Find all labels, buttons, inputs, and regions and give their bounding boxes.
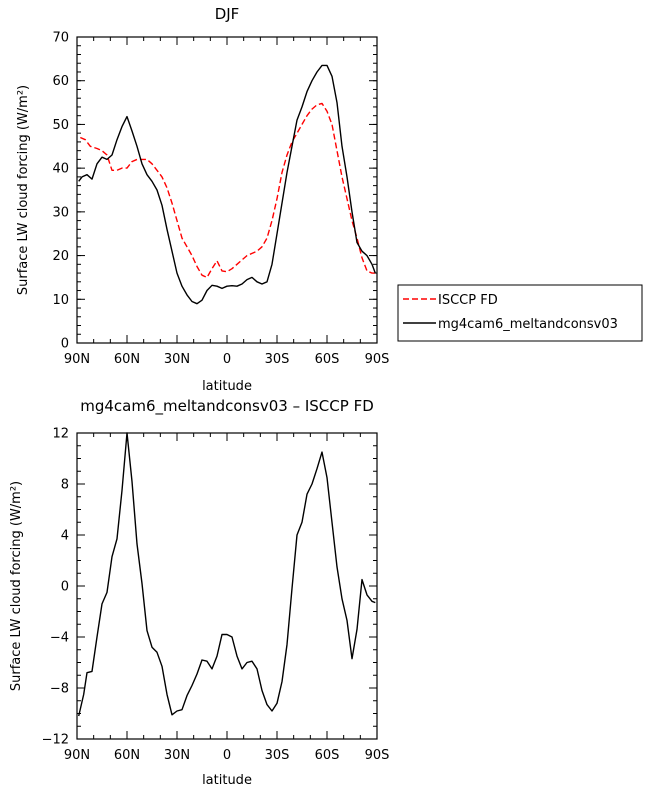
x-tick-label: 90N (64, 352, 90, 367)
legend-entry: mg4cam6_meltandconsv03 (438, 317, 618, 332)
y-tick-label: 12 (52, 427, 69, 442)
y-tick-label: 40 (52, 162, 69, 177)
legend-entry: ISCCP FD (438, 293, 498, 308)
y-tick-label: −4 (50, 631, 69, 646)
x-tick-label: 30N (164, 748, 190, 763)
y-tick-label: 0 (61, 580, 69, 595)
y-tick-label: 20 (52, 249, 69, 264)
x-tick-label: 60N (114, 352, 140, 367)
y-tick-label: −8 (50, 682, 69, 697)
x-tick-label: 60S (315, 748, 340, 763)
plot-frame (76, 432, 378, 740)
y-axis-label: Surface LW cloud forcing (W/m²) (16, 85, 31, 295)
x-axis-label: latitude (202, 773, 252, 788)
legend-box (397, 284, 643, 342)
chart-panel-2: mg4cam6_meltandconsv03 – ISCCP FD 90N 60N 3… (9, 397, 389, 788)
x-tick-label: 90S (365, 352, 390, 367)
y-tick-label: 0 (61, 337, 69, 352)
x-tick-label: 60S (315, 352, 340, 367)
x-tick-label: 0 (223, 352, 231, 367)
chart-panel-1: DJF 90N 60N 30N 0 30S 60S 90S 0 10 20 30 40 50 60 70 lat… (16, 5, 643, 394)
y-tick-label: 10 (52, 293, 69, 308)
x-tick-label: 90N (64, 748, 90, 763)
legend: ISCCP FD mg4cam6_meltandconsv03 (397, 284, 643, 342)
y-tick-label: 70 (52, 31, 69, 46)
x-tick-label: 30S (265, 352, 290, 367)
plot-frame (76, 36, 378, 344)
y-tick-label: −12 (42, 733, 69, 748)
y-tick-label: 4 (61, 529, 69, 544)
y-tick-label: 50 (52, 118, 69, 133)
y-tick-label: 60 (52, 74, 69, 89)
x-tick-label: 30S (265, 748, 290, 763)
series-line-1 (78, 432, 376, 717)
chart-title: mg4cam6_meltandconsv03 – ISCCP FD (80, 397, 374, 416)
chart-title: DJF (215, 5, 240, 23)
y-tick-label: 8 (61, 478, 69, 493)
series-line-2 (78, 64, 376, 305)
x-tick-label: 90S (365, 748, 390, 763)
x-tick-label: 60N (114, 748, 140, 763)
series-line-1 (80, 102, 376, 279)
y-tick-label: 30 (52, 205, 69, 220)
x-tick-label: 0 (223, 748, 231, 763)
y-axis-label: Surface LW cloud forcing (W/m²) (9, 481, 24, 691)
x-axis-label: latitude (202, 379, 252, 394)
x-tick-label: 30N (164, 352, 190, 367)
